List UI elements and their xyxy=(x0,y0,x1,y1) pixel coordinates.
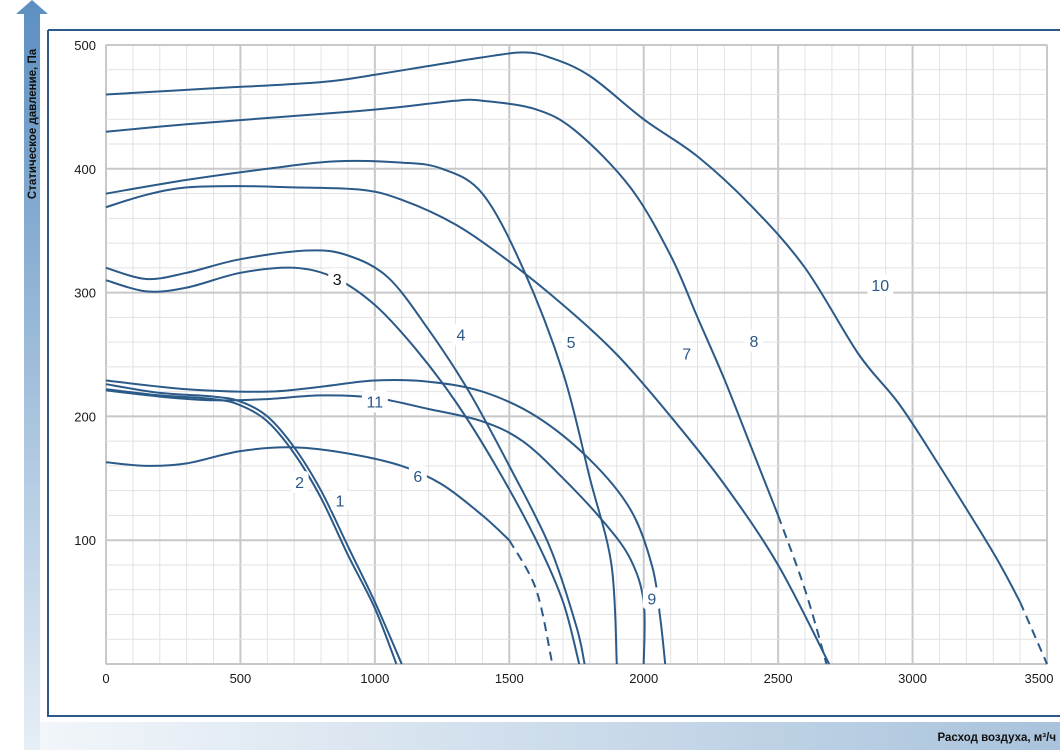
plot-area xyxy=(105,44,1048,665)
y-axis-arrow xyxy=(16,0,48,750)
curve-label-bg xyxy=(451,323,470,346)
x-tick-label: 3000 xyxy=(898,671,927,686)
curve-label-bg xyxy=(744,329,763,352)
curve-4 xyxy=(105,249,586,665)
curve-label-bg xyxy=(328,267,347,290)
curve-label-bg xyxy=(562,331,581,354)
y-axis-title: Статическое давление, Па xyxy=(27,48,39,199)
x-axis-title: Расход воздуха, м³/ч xyxy=(937,732,1056,744)
curve-label-bg xyxy=(867,274,894,297)
y-tick-label: 400 xyxy=(74,162,96,177)
x-tick-label: 0 xyxy=(102,671,109,686)
curve-label-bg xyxy=(642,587,661,610)
curve-label-10: 10 xyxy=(871,278,889,295)
curves xyxy=(105,51,1048,665)
curve-label-5: 5 xyxy=(567,335,576,352)
curve-label-2: 2 xyxy=(295,475,304,492)
curve-label-bg xyxy=(677,342,696,365)
curve-label-1: 1 xyxy=(335,494,344,511)
y-tick-label: 200 xyxy=(74,409,96,424)
y-tick-label: 500 xyxy=(74,38,96,53)
chart-frame xyxy=(47,29,1060,717)
curve-label-3: 3 xyxy=(333,272,342,289)
curve-7 xyxy=(105,185,831,665)
curve-9 xyxy=(105,379,667,665)
curve-label-9: 9 xyxy=(647,591,656,608)
x-axis-band xyxy=(40,722,1060,750)
tick-labels: 0 500 1000 1500 2000 2500 3000 3500100200300400… xyxy=(74,38,1053,686)
curve-11 xyxy=(105,389,646,665)
curve-10 xyxy=(105,51,1021,603)
x-tick-label: 1000 xyxy=(360,671,389,686)
curve-label-7: 7 xyxy=(682,346,691,363)
curve-8-extrapolated xyxy=(777,515,828,665)
curve-8 xyxy=(105,98,780,516)
curve-label-4: 4 xyxy=(456,328,465,345)
curve-5 xyxy=(105,159,618,665)
curve-label-6: 6 xyxy=(413,469,422,486)
curve-1 xyxy=(105,383,403,665)
curve-label-bg xyxy=(361,390,388,413)
curve-label-bg xyxy=(408,464,427,487)
curve-label-8: 8 xyxy=(749,334,758,351)
curve-label-bg xyxy=(330,489,349,512)
grid xyxy=(105,44,1048,665)
curve-labels: 1 2 3 4 5 6 7 8 9 10 11 xyxy=(290,267,894,610)
y-tick-label: 300 xyxy=(74,286,96,301)
curve-3 xyxy=(105,266,581,665)
x-tick-label: 2000 xyxy=(629,671,658,686)
x-tick-label: 3500 xyxy=(1025,671,1054,686)
x-tick-label: 1500 xyxy=(495,671,524,686)
x-tick-label: 500 xyxy=(230,671,252,686)
y-tick-label: 100 xyxy=(74,533,96,548)
curve-label-11: 11 xyxy=(367,395,384,412)
curve-10-extrapolated xyxy=(1019,601,1048,665)
curve-label-bg xyxy=(290,471,309,494)
curve-6 xyxy=(105,446,510,541)
x-tick-label: 2500 xyxy=(764,671,793,686)
curve-2 xyxy=(105,388,398,665)
